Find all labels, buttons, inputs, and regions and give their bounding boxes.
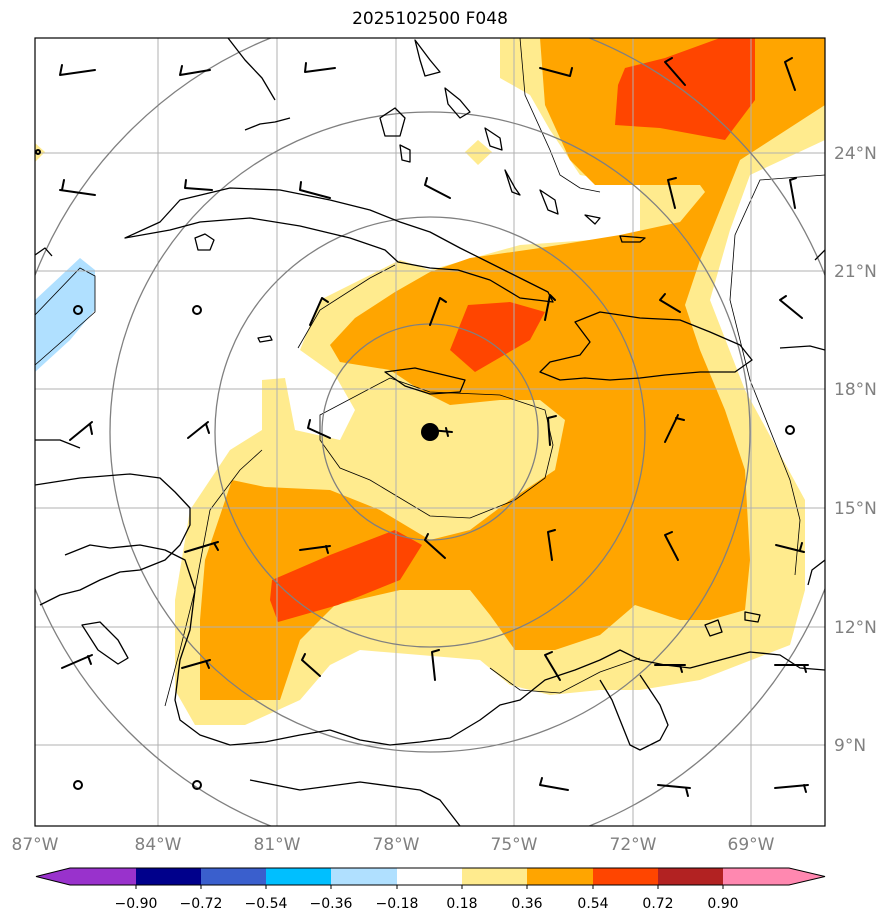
lon-tick: 78°W	[373, 835, 420, 855]
lat-tick: 21°N	[834, 262, 877, 282]
colorbar-segment	[462, 868, 527, 885]
colorbar-tick: −0.72	[180, 896, 223, 912]
colorbar-tick: 0.90	[707, 896, 738, 912]
lon-tick: 81°W	[254, 835, 301, 855]
coastlines	[35, 38, 825, 826]
colorbar-extend-low	[36, 868, 70, 885]
calm-markers	[35, 149, 795, 790]
contour-line	[729, 174, 825, 576]
colorbar-tick: −0.54	[245, 896, 288, 912]
lon-tick: 84°W	[135, 835, 182, 855]
shading-orange	[200, 38, 825, 700]
lat-tick-labels: 24°N 21°N 18°N 15°N 12°N 9°N	[834, 144, 877, 756]
contour-line	[35, 267, 96, 366]
lon-tick-labels: 87°W 84°W 81°W 78°W 75°W 72°W 69°W	[12, 835, 775, 855]
colorbar-segment	[70, 868, 136, 885]
contour-line	[489, 657, 641, 694]
colorbar-segment	[527, 868, 593, 885]
lat-tick: 15°N	[834, 499, 877, 519]
shaded-field-layer	[35, 38, 825, 725]
colorbar-tick: 0.54	[577, 896, 608, 912]
colorbar-tick-labels: −0.90 −0.72 −0.54 −0.36 −0.18 0.18 0.36 …	[115, 896, 739, 912]
colorbar-segment	[723, 868, 789, 885]
lat-tick: 18°N	[834, 380, 877, 400]
colorbar	[35, 867, 826, 889]
map-frame	[34, 37, 826, 827]
colorbar-tick: −0.90	[115, 896, 158, 912]
storm-center-icon	[421, 423, 439, 441]
lat-tick: 24°N	[834, 144, 877, 164]
lat-tick: 12°N	[834, 618, 877, 638]
colorbar-segment	[658, 868, 723, 885]
colorbar-segment	[266, 868, 331, 885]
colorbar-segment	[397, 868, 462, 885]
shading-red-orange-north	[615, 38, 755, 140]
shading-light-blue	[35, 258, 95, 372]
colorbar-tick: −0.18	[376, 896, 419, 912]
lon-tick: 75°W	[491, 835, 538, 855]
colorbar-extend-high	[789, 868, 825, 885]
shading-red-orange-central	[450, 302, 545, 372]
shading-red-orange-south	[270, 530, 422, 622]
map-title: 2025102500 F048	[352, 9, 508, 29]
colorbar-segment	[331, 868, 397, 885]
lon-tick: 87°W	[12, 835, 59, 855]
colorbar-segment	[201, 868, 266, 885]
graticule	[35, 38, 825, 826]
colorbar-tick: −0.36	[310, 896, 353, 912]
colorbar-segment	[136, 868, 201, 885]
colorbar-outline	[35, 867, 826, 886]
contour-line	[519, 38, 601, 193]
colorbar-tick: 0.72	[642, 896, 673, 912]
lon-tick: 69°W	[728, 835, 775, 855]
colorbar-segment	[593, 868, 658, 885]
colorbar-tick: 0.18	[446, 896, 477, 912]
wind-barbs	[59, 57, 809, 797]
colorbar-tick: 0.36	[511, 896, 542, 912]
lat-tick: 9°N	[834, 736, 866, 756]
lon-tick: 72°W	[610, 835, 657, 855]
contour-line	[164, 449, 263, 707]
